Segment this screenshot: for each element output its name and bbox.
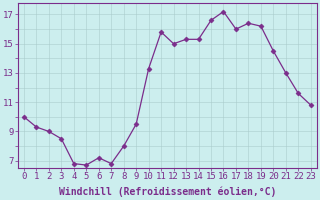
X-axis label: Windchill (Refroidissement éolien,°C): Windchill (Refroidissement éolien,°C) — [59, 187, 276, 197]
